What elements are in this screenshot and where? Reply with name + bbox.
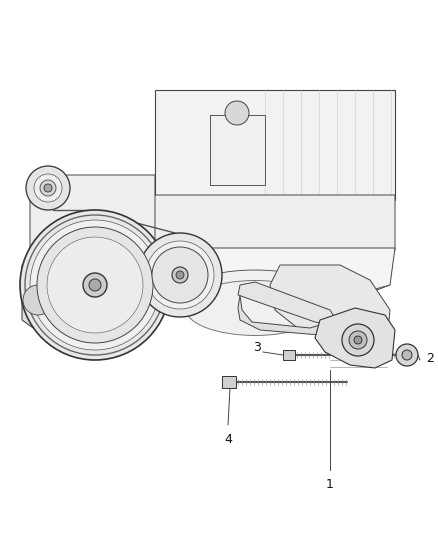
- Polygon shape: [238, 282, 335, 325]
- Circle shape: [225, 101, 249, 125]
- Circle shape: [83, 273, 107, 297]
- Polygon shape: [120, 248, 395, 300]
- Circle shape: [20, 210, 170, 360]
- Circle shape: [172, 267, 188, 283]
- Polygon shape: [315, 308, 395, 368]
- Polygon shape: [130, 270, 390, 300]
- Polygon shape: [222, 376, 236, 388]
- Circle shape: [176, 271, 184, 279]
- Polygon shape: [238, 295, 330, 335]
- Polygon shape: [270, 265, 390, 340]
- Polygon shape: [120, 195, 395, 265]
- Circle shape: [152, 247, 208, 303]
- Polygon shape: [30, 175, 155, 305]
- Circle shape: [34, 174, 62, 202]
- Circle shape: [37, 227, 153, 343]
- Circle shape: [47, 237, 143, 333]
- Circle shape: [30, 220, 160, 350]
- Circle shape: [402, 350, 412, 360]
- Circle shape: [146, 241, 214, 309]
- Circle shape: [44, 184, 52, 192]
- Text: 2: 2: [426, 351, 434, 365]
- Circle shape: [40, 180, 56, 196]
- Circle shape: [349, 331, 367, 349]
- Ellipse shape: [185, 280, 325, 335]
- Circle shape: [396, 344, 418, 366]
- Polygon shape: [210, 115, 265, 185]
- Circle shape: [26, 166, 70, 210]
- Text: 3: 3: [253, 341, 261, 354]
- Circle shape: [138, 233, 222, 317]
- Circle shape: [354, 336, 362, 344]
- Circle shape: [342, 324, 374, 356]
- Polygon shape: [155, 90, 395, 200]
- Polygon shape: [22, 258, 68, 340]
- Polygon shape: [283, 350, 295, 360]
- Circle shape: [23, 285, 53, 315]
- Text: 1: 1: [326, 478, 334, 491]
- Text: 4: 4: [224, 433, 232, 446]
- Circle shape: [89, 279, 101, 291]
